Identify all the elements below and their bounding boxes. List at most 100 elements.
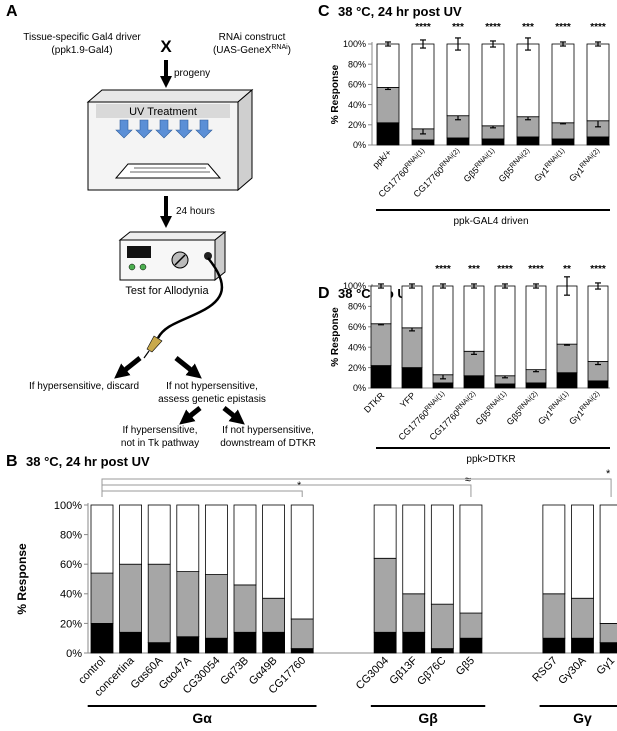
bracket [101, 478, 612, 497]
y-tick-label: 40% [60, 589, 82, 601]
discard-text: If hypersensitive, discard [29, 381, 139, 392]
device-side [214, 230, 226, 282]
error-bar [378, 283, 384, 289]
error-bar [525, 37, 531, 51]
significance: **** [590, 264, 606, 275]
category-name: CG17760 [396, 408, 430, 442]
bar-segment [376, 87, 400, 124]
category-superscript: RNAi(2) [517, 390, 540, 413]
panel-letter: A [6, 3, 18, 20]
significance: *** [468, 264, 480, 275]
y-tick-label: 80% [60, 529, 82, 541]
driver-text: Tissue-specific Gal4 driver [23, 32, 141, 43]
chart-panel: B 38 °C, 24 hr post UV Gα Gβ Gγ 0% 20% 40% 60% 80… [6, 453, 617, 726]
progeny-label: progeny [174, 68, 210, 79]
category-name: Gα73B [218, 655, 251, 688]
bar-segment [599, 504, 617, 624]
significance: **** [415, 22, 431, 33]
arrow [222, 406, 245, 425]
significance: **** [528, 264, 544, 275]
box-top [86, 89, 254, 103]
x-axis-label: ppk-GAL4 driven [453, 216, 528, 227]
group-label: Gα [192, 710, 212, 726]
error-bar [564, 276, 570, 296]
x-tick-label: Gγ1RNAi(2) [567, 390, 603, 426]
category-superscript: RNAi(2) [579, 390, 602, 413]
y-tick-label: 20% [348, 363, 366, 373]
tray-wells [130, 167, 210, 173]
category-name: Gβ5 [454, 655, 477, 678]
y-axis-label: % Response [330, 307, 341, 367]
bar-segment [402, 631, 426, 654]
bar-segment [599, 642, 617, 654]
bar-segment [599, 623, 617, 644]
construct-text: (UAS-GeneXRNAi) [213, 44, 291, 56]
significance: **** [590, 22, 606, 33]
bar-segment [525, 285, 547, 371]
y-tick-label: 0% [353, 140, 366, 150]
error-bar [409, 283, 415, 289]
bar-segment [463, 350, 485, 377]
chart-title: 38 °C, 24 hr post UV [338, 4, 462, 19]
y-tick-label: 60% [348, 322, 366, 332]
outcome-text: If not hypersensitive, [222, 425, 314, 436]
x-tick-label: YFP [398, 390, 417, 409]
bar-segment [542, 504, 566, 595]
x-tick-label: Gγ1 [594, 655, 617, 678]
bar-segment [430, 603, 454, 649]
probe-cable [156, 257, 224, 339]
error-bar [595, 282, 601, 290]
bar-segment [516, 43, 540, 118]
uv-arrow [175, 119, 193, 139]
category-name: Gγ1 [594, 655, 617, 678]
x-tick-label: ppk/+ [371, 147, 394, 170]
bar-segment [459, 504, 483, 614]
category-name: CG17760 [411, 165, 445, 199]
category-name: CG17760 [376, 165, 410, 199]
category-name: Gγ30A [556, 654, 589, 687]
wait-label: 24 hours [176, 206, 215, 217]
category-superscript: RNAi(1) [544, 147, 567, 170]
device-top [118, 231, 227, 241]
bar-segment [370, 285, 392, 325]
significance: **** [555, 22, 571, 33]
construct-tail: ) [288, 45, 291, 56]
x-axis-label: ppk>DTKR [466, 454, 515, 465]
x-tick-label: Gγ1RNAi(1) [536, 390, 572, 426]
category-superscript: RNAi(2) [439, 147, 462, 170]
bar-segment [402, 593, 426, 633]
category-name: DTKR [362, 390, 387, 415]
bar-segment [370, 323, 392, 366]
significance: ** [563, 264, 571, 275]
assess-text: assess genetic epistasis [158, 394, 266, 405]
bar-segment [147, 504, 171, 565]
y-tick-label: 20% [60, 618, 82, 630]
chart-panel: D38 °C, no UV0%20%40%60%80%100%% Respons… [318, 264, 610, 465]
x-tick-label: Gβ5RNAi(2) [505, 390, 542, 427]
bar-segment [586, 43, 610, 122]
bar-segment [204, 504, 228, 575]
group-label: Gβ [418, 710, 438, 726]
bar-segment [176, 636, 200, 654]
error-bar [595, 41, 601, 47]
y-axis-label: % Response [15, 543, 29, 615]
driver-text: (ppk1.9-Gal4) [51, 45, 112, 56]
bar-segment [481, 43, 505, 127]
x-tick-label: RSG7 [530, 655, 560, 685]
panel-letter: D [318, 285, 330, 302]
x-tick-label: Gβ76C [415, 655, 448, 688]
bar-segment [233, 584, 257, 633]
construct-sup: RNAi [271, 44, 288, 51]
box-label-band [96, 104, 230, 118]
error-bar [502, 283, 508, 289]
error-bar [533, 283, 539, 289]
bar-segment [204, 637, 228, 654]
category-name: CG17760 [427, 408, 461, 442]
panel-letter: B [6, 453, 18, 470]
device-screen [127, 246, 151, 258]
category-name: Gβ76C [415, 655, 448, 688]
bar-segment [90, 623, 114, 654]
device-button [139, 263, 147, 271]
